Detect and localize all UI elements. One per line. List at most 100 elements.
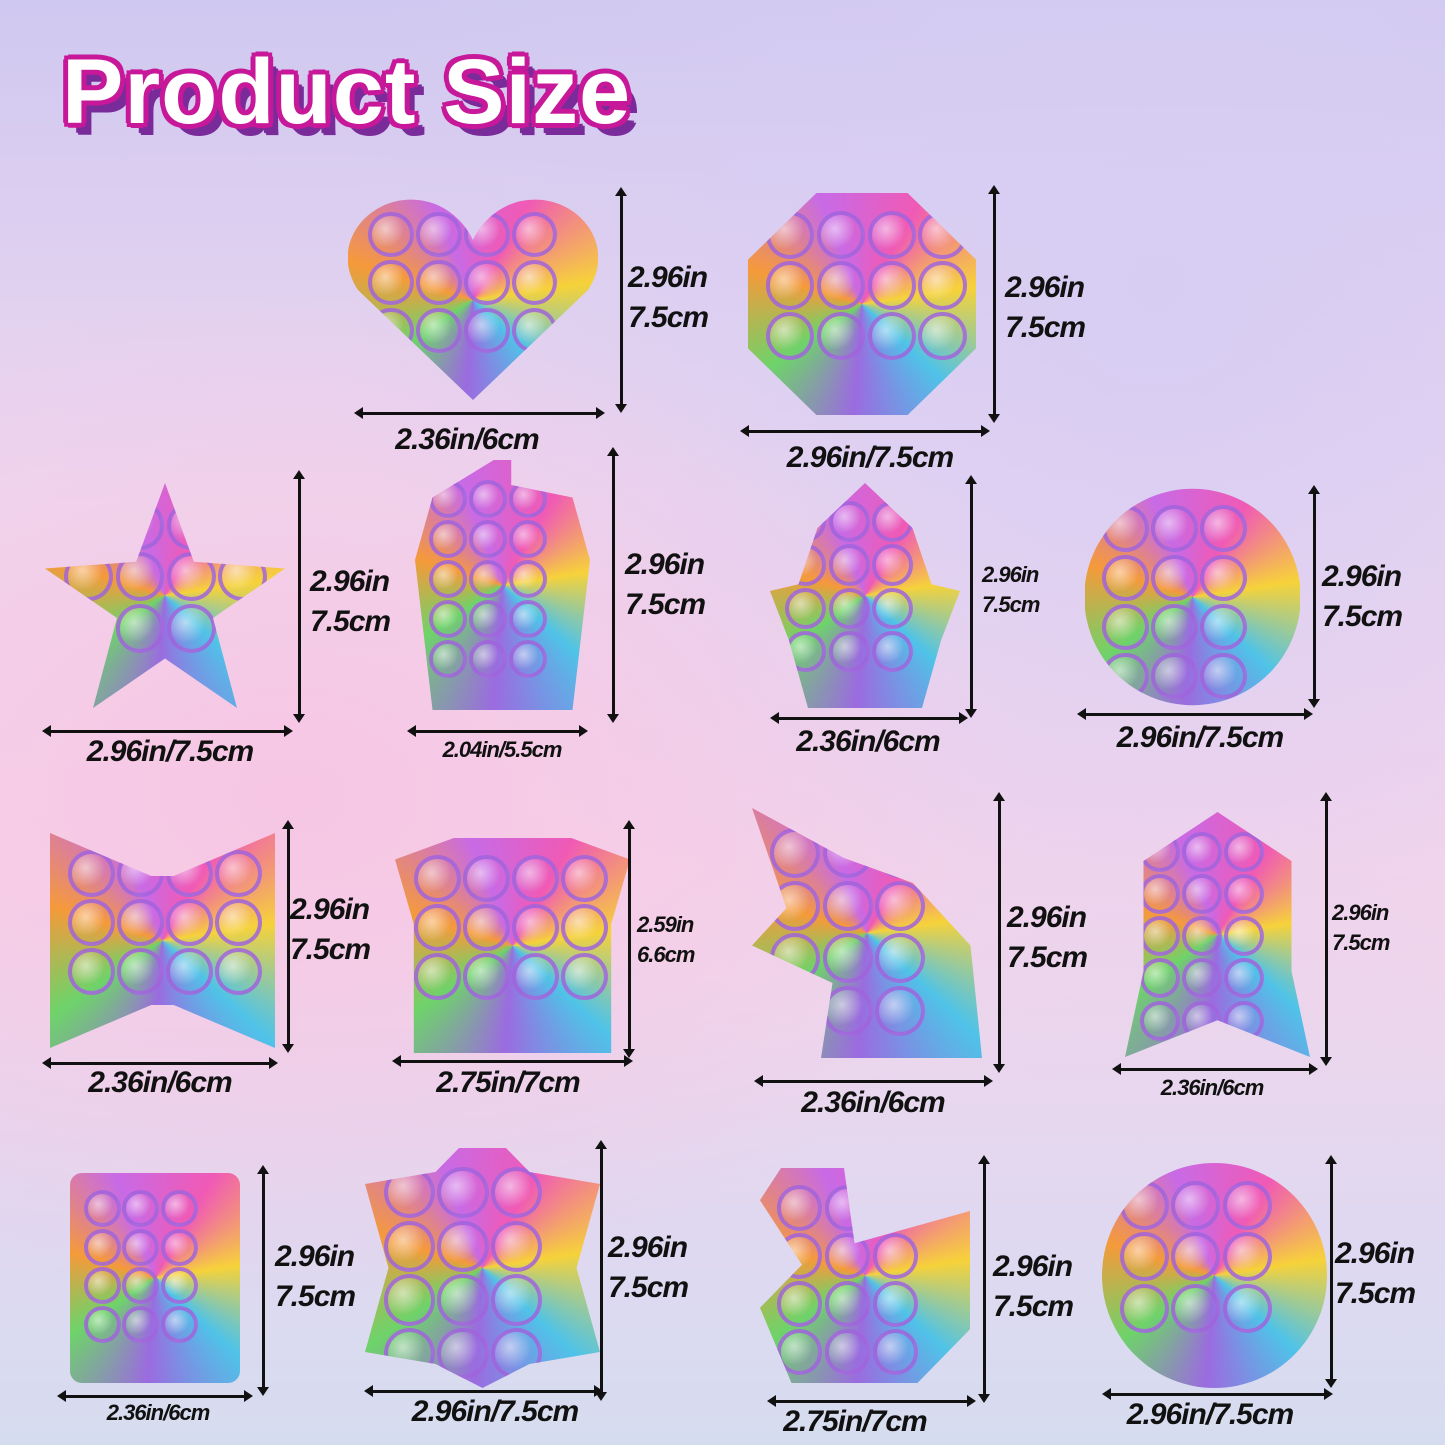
pop-bubble <box>867 261 916 310</box>
pop-bubble <box>1151 603 1198 651</box>
pop-bubble <box>1120 1181 1169 1230</box>
height-label-cm: 7.5cm <box>1005 311 1086 344</box>
height-arrow <box>978 1155 990 1403</box>
pop-bubble <box>785 544 827 586</box>
pop-bubble <box>161 1306 199 1344</box>
pop-bubble <box>83 1228 121 1266</box>
height-label-in: 2.96in <box>993 1250 1073 1283</box>
pop-bubble <box>83 1189 121 1227</box>
pop-bubble <box>1139 916 1180 957</box>
height-label-cm: 7.5cm <box>625 588 706 621</box>
pop-bubble <box>1151 554 1198 602</box>
pop-bubble <box>828 501 870 543</box>
pop-bubble <box>1171 1283 1221 1333</box>
pop-bubble <box>824 1233 871 1279</box>
pop-bubble <box>68 850 115 897</box>
pop-bubble <box>1102 603 1149 651</box>
height-label-in: 2.96in <box>1322 560 1402 593</box>
pop-bubble <box>776 1233 823 1279</box>
pop-bubble <box>1224 916 1265 957</box>
pop-bubble <box>512 212 558 258</box>
pop-bubble <box>1151 652 1198 700</box>
pop-bubble <box>1200 505 1248 553</box>
product-image-heart <box>348 195 598 405</box>
pop-bubble <box>561 904 608 951</box>
width-arrow <box>392 1055 633 1067</box>
pop-bubble <box>872 1185 919 1231</box>
width-label: 2.36in/6cm <box>796 725 940 758</box>
width-label: 2.96in/7.5cm <box>86 735 254 768</box>
pop-bubble <box>468 599 507 638</box>
pop-bubble <box>83 1267 121 1305</box>
pop-bubble <box>416 260 462 306</box>
height-arrow <box>1320 792 1332 1066</box>
height-label-cm: 7.5cm <box>628 301 709 334</box>
width-label: 2.96in/7.5cm <box>1116 721 1284 754</box>
pop-bubble <box>1182 958 1223 999</box>
height-arrow <box>293 470 305 723</box>
pop-bubble <box>1171 1232 1221 1282</box>
width-arrow <box>754 1075 993 1087</box>
pop-bubble <box>511 904 559 951</box>
pop-bubble <box>1139 958 1180 999</box>
pop-bubble <box>1182 831 1223 872</box>
pop-bubble <box>785 501 827 543</box>
pop-bubble <box>413 953 461 1001</box>
pop-bubble <box>766 312 815 361</box>
pop-bubble <box>115 603 165 653</box>
pop-bubble <box>429 480 468 519</box>
pop-bubble <box>561 855 608 902</box>
pop-bubble <box>161 1228 199 1266</box>
pop-bubble <box>166 948 213 996</box>
pop-bubble <box>824 1281 871 1327</box>
pop-bubble <box>824 1329 871 1375</box>
pop-bubble <box>491 1220 543 1272</box>
pop-bubble <box>816 312 866 361</box>
pop-bubble <box>1200 603 1248 651</box>
pop-bubble <box>561 953 608 1001</box>
height-label-cm: 7.5cm <box>275 1280 356 1313</box>
height-label-cm: 7.5cm <box>310 605 391 638</box>
pop-bubble <box>413 855 461 902</box>
pop-bubble <box>368 308 414 354</box>
height-label-cm: 7.5cm <box>1335 1277 1416 1310</box>
pop-bubble <box>413 904 461 951</box>
height-label-in: 2.96in <box>628 261 708 294</box>
height-label-cm: 7.5cm <box>608 1271 689 1304</box>
height-arrow <box>607 447 619 723</box>
pop-bubble <box>867 210 916 259</box>
pop-bubble <box>871 587 914 630</box>
product-image-turtle <box>365 1148 600 1388</box>
height-label-cm: 7.5cm <box>1007 941 1088 974</box>
pop-bubble <box>383 1328 435 1380</box>
height-arrow <box>282 820 294 1053</box>
pop-bubble <box>464 260 510 306</box>
pop-bubble <box>1224 958 1265 999</box>
width-label: 2.36in/6cm <box>801 1086 945 1119</box>
pop-bubble <box>511 953 559 1001</box>
height-arrow <box>988 185 1000 423</box>
product-image-sunglasses-circle <box>1085 488 1300 706</box>
pop-bubble <box>1102 554 1149 602</box>
pop-bubble <box>776 1281 823 1327</box>
height-arrow <box>623 820 635 1058</box>
pop-bubble <box>166 603 216 653</box>
pop-bubble <box>437 1220 489 1272</box>
pop-bubble <box>64 552 114 602</box>
pop-bubble <box>218 552 268 602</box>
pop-bubble <box>766 261 815 310</box>
pop-bubble <box>1224 831 1265 872</box>
height-label-cm: 6.6cm <box>637 942 695 967</box>
pop-bubble <box>83 1306 121 1344</box>
pop-bubble <box>368 260 414 306</box>
pop-bubble <box>918 261 967 310</box>
height-arrow <box>993 792 1005 1073</box>
pop-bubble <box>383 1274 435 1326</box>
product-image-mermaid <box>1125 812 1310 1057</box>
pop-bubble <box>64 603 114 653</box>
pop-bubble <box>508 599 547 638</box>
product-image-circle <box>1102 1163 1327 1388</box>
width-arrow <box>770 712 968 724</box>
height-arrow <box>965 475 977 718</box>
pop-bubble <box>1222 1232 1272 1282</box>
